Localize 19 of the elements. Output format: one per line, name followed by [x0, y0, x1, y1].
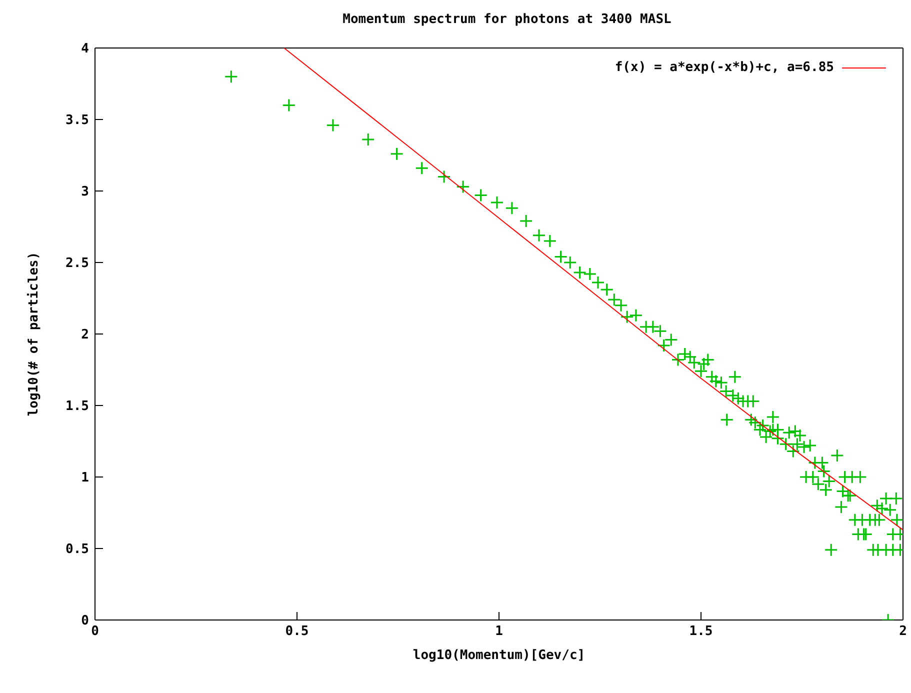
legend-label: f(x) = a*exp(-x*b)+c, a=6.85	[614, 60, 834, 75]
y-tick-label: 2	[81, 328, 89, 343]
x-tick-label: 1.5	[689, 624, 713, 640]
y-tick-label: 4	[81, 42, 90, 57]
x-tick-label: 0	[91, 624, 100, 640]
x-axis-title: log10(Momentum)[Gev/c]	[412, 648, 586, 664]
x-tick-label: 2	[899, 624, 907, 640]
x-tick-label: 1	[495, 624, 504, 640]
y-tick-label: 3	[81, 184, 89, 200]
x-tick-label: 0.5	[285, 624, 309, 640]
y-tick-label: 1.5	[66, 399, 89, 414]
line-series	[284, 48, 903, 530]
y-tick-label: 3.5	[66, 113, 89, 128]
y-tick-label: 2.5	[66, 256, 89, 272]
y-tick-label: 0	[81, 614, 90, 629]
y-tick-label: 1	[81, 470, 90, 486]
y-tick-label: 0.5	[66, 542, 89, 558]
chart-title: Momentum spectrum for photons at 3400 MASL	[342, 12, 672, 27]
y-axis-title: log10(# of particles)	[26, 252, 42, 416]
